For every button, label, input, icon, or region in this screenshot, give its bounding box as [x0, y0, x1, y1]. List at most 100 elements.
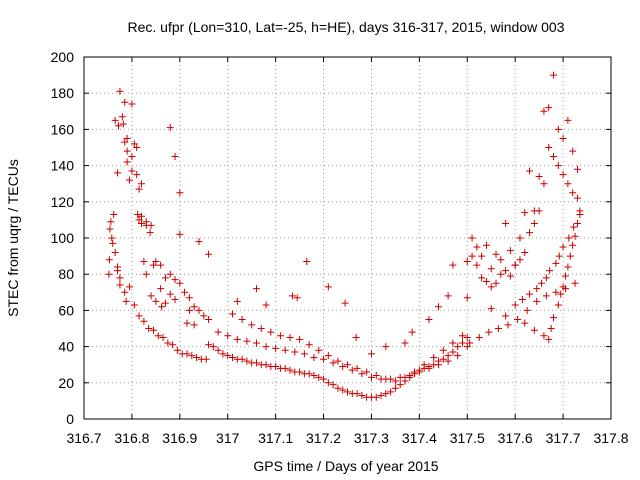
data-point [571, 232, 579, 240]
data-point [554, 162, 562, 170]
data-point [521, 319, 529, 327]
data-point [411, 368, 419, 376]
data-point [152, 297, 160, 305]
data-point [511, 261, 519, 269]
data-point [463, 258, 471, 266]
data-point [538, 279, 546, 287]
data-point [121, 138, 129, 146]
data-point [570, 223, 578, 231]
data-point [166, 290, 174, 298]
data-point [487, 305, 495, 313]
data-point [140, 317, 148, 325]
data-point [134, 210, 142, 218]
data-point [564, 116, 572, 124]
data-point [149, 326, 157, 334]
data-point [161, 274, 169, 282]
data-point [341, 299, 349, 307]
data-point [205, 250, 213, 258]
data-point [521, 248, 529, 256]
data-point [291, 348, 299, 356]
data-point [444, 357, 452, 365]
data-point [516, 234, 524, 242]
data-point [406, 372, 414, 380]
data-point [224, 332, 232, 340]
y-tick-label: 120 [51, 194, 75, 210]
data-point [288, 292, 296, 300]
data-point [487, 283, 495, 291]
x-tick-label: 317.4 [402, 430, 437, 446]
data-point [545, 335, 553, 343]
data-point [367, 373, 375, 381]
data-point [516, 256, 524, 264]
data-point [190, 303, 198, 311]
data-point [238, 315, 246, 323]
data-point [435, 361, 443, 369]
data-point [286, 334, 294, 342]
data-point [550, 71, 558, 79]
data-point [559, 134, 567, 142]
data-point [195, 306, 203, 314]
x-tick-label: 317.3 [354, 430, 389, 446]
data-point [382, 375, 390, 383]
data-point [135, 312, 143, 320]
x-tick-label: 317.1 [258, 430, 293, 446]
data-point [401, 339, 409, 347]
data-point [526, 229, 534, 237]
data-point [530, 220, 538, 228]
data-point [339, 386, 347, 394]
data-point [128, 167, 136, 175]
y-tick-label: 180 [51, 85, 75, 101]
data-point [111, 248, 119, 256]
data-point [482, 241, 490, 249]
data-point [110, 210, 118, 218]
data-point [252, 359, 260, 367]
data-point [547, 325, 555, 332]
data-point [565, 234, 573, 242]
data-point [506, 247, 514, 255]
data-point [130, 301, 138, 309]
data-point [133, 144, 141, 151]
data-point [320, 375, 328, 383]
data-point [444, 292, 452, 300]
data-point [105, 256, 113, 264]
data-point [173, 346, 181, 354]
data-point [497, 270, 505, 278]
data-point [135, 216, 143, 224]
data-point [310, 372, 318, 380]
data-point [576, 210, 584, 218]
data-point [157, 285, 165, 293]
data-point [161, 299, 169, 307]
data-point [554, 301, 562, 309]
data-point [545, 144, 553, 151]
data-point [439, 346, 447, 354]
data-point [473, 261, 481, 269]
data-point [561, 272, 569, 280]
data-point [468, 252, 476, 260]
data-point [202, 355, 210, 363]
data-point [518, 296, 526, 304]
data-point [482, 277, 490, 285]
data-point [533, 297, 541, 305]
data-point [171, 296, 179, 304]
data-point [353, 390, 361, 398]
data-point [166, 124, 174, 132]
data-point [552, 259, 560, 267]
data-point [535, 207, 543, 215]
data-point [286, 366, 294, 374]
data-point [238, 355, 246, 363]
data-point [546, 267, 554, 275]
data-point [176, 279, 184, 287]
data-point [454, 343, 462, 351]
data-point [116, 87, 124, 95]
data-point [449, 339, 457, 347]
data-point [372, 393, 380, 401]
data-point [554, 125, 562, 133]
data-point [566, 252, 574, 260]
data-point [205, 341, 213, 349]
data-point [569, 189, 577, 197]
x-tick-label: 316.9 [162, 430, 197, 446]
data-point [114, 122, 122, 130]
data-point [530, 326, 538, 334]
data-point [478, 252, 486, 260]
